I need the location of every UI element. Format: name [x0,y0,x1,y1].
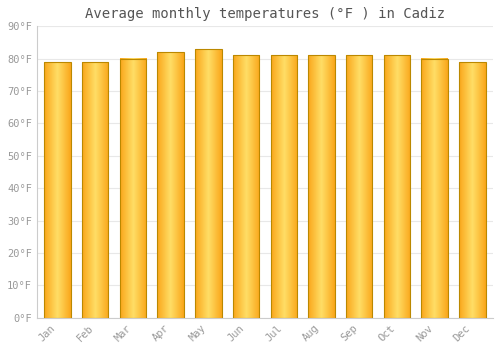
Bar [82,62,108,318]
Bar [384,55,410,318]
Bar [158,52,184,318]
Title: Average monthly temperatures (°F ) in Cadiz: Average monthly temperatures (°F ) in Ca… [85,7,445,21]
Bar [422,59,448,318]
Bar [44,62,70,318]
Bar [120,59,146,318]
Bar [459,62,485,318]
Bar [308,55,334,318]
Bar [233,55,260,318]
Bar [270,55,297,318]
Bar [195,49,222,318]
Bar [346,55,372,318]
